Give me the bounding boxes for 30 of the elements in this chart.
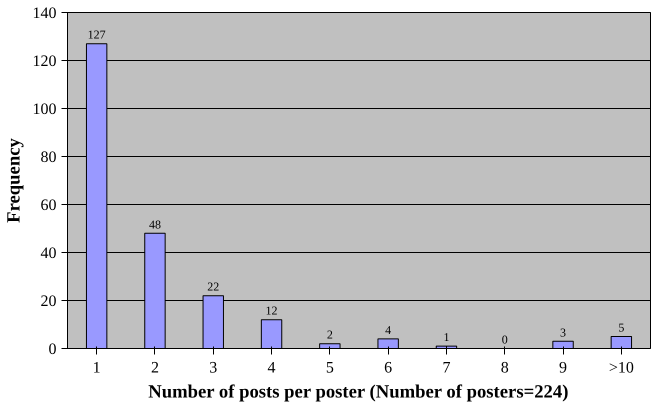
x-tick-label: 2	[150, 360, 159, 376]
x-tick-label: 9	[559, 360, 568, 376]
x-tick-label: 3	[209, 360, 218, 376]
x-tick-label: 7	[442, 360, 450, 376]
data-label: 127	[88, 28, 106, 42]
x-axis-title: Number of posts per poster (Number of posters=224)	[148, 382, 568, 402]
data-label: 2	[326, 328, 333, 342]
x-tick-label: 5	[326, 360, 334, 376]
data-label: 5	[618, 320, 624, 334]
data-label: 3	[560, 325, 566, 340]
x-tick-label: 1	[92, 360, 101, 376]
y-tick-label: 60	[40, 197, 56, 214]
y-tick-label: 20	[40, 293, 56, 310]
data-label: 1	[443, 330, 450, 344]
y-tick-label: 100	[32, 101, 56, 118]
x-tick-label: >10	[608, 360, 634, 376]
x-tick-label: 4	[268, 360, 276, 376]
y-tick-label: 0	[48, 341, 56, 358]
x-tick-label: 8	[500, 360, 509, 376]
y-axis-title: Frequency	[4, 138, 24, 223]
data-label: 48	[148, 217, 161, 232]
y-tick-label: 140	[32, 5, 56, 22]
x-tick-label: 6	[384, 360, 392, 376]
y-tick-label: 120	[32, 53, 56, 70]
data-label: 0	[502, 332, 508, 346]
y-tick-label: 40	[40, 245, 56, 262]
data-label: 12	[266, 304, 278, 318]
data-label: 22	[207, 280, 220, 294]
y-tick-label: 80	[40, 149, 56, 166]
data-label: 4	[385, 322, 392, 337]
